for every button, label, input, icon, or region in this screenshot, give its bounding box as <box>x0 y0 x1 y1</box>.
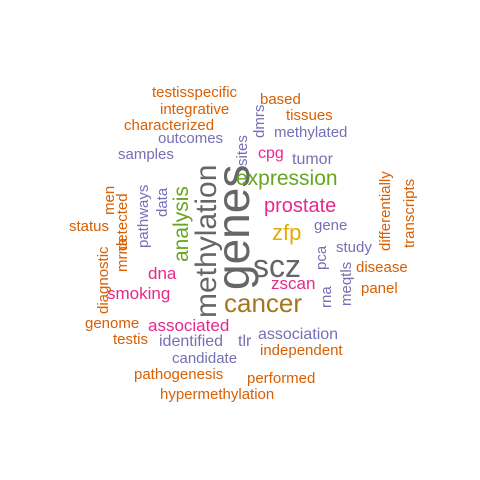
word-testis: testis <box>113 331 149 348</box>
word-cancer: cancer <box>224 288 303 318</box>
word-identified: identified <box>159 333 224 350</box>
word-independent: independent <box>260 342 343 359</box>
word-methylated: methylated <box>274 124 348 141</box>
word-integrative: integrative <box>160 101 230 118</box>
word-scz: scz <box>253 248 301 284</box>
word-outcomes: outcomes <box>158 130 224 147</box>
word-genome: genome <box>85 315 140 332</box>
word-hypermethylation: hypermethylation <box>160 386 275 403</box>
word-tumor: tumor <box>292 151 333 168</box>
word-methylation: methylation <box>190 164 223 318</box>
word-diagnostic: diagnostic <box>95 246 112 314</box>
word-pca: pca <box>313 245 330 270</box>
word-cpg: cpg <box>258 145 284 162</box>
word-dna: dna <box>148 264 177 283</box>
word-performed: performed <box>247 370 316 387</box>
word-smoking: smoking <box>107 284 171 303</box>
word-status: status <box>69 218 110 235</box>
word-dmrs: dmrs <box>251 104 268 138</box>
word-data: data <box>154 187 171 217</box>
word-differentially: differentially <box>377 171 394 251</box>
word-pathogenesis: pathogenesis <box>134 366 224 383</box>
word-disease: disease <box>356 259 408 276</box>
word-study: study <box>336 239 372 256</box>
word-characterized: characterized <box>124 117 215 134</box>
word-zscan: zscan <box>271 274 316 293</box>
word-gene: gene <box>314 217 348 234</box>
word-zfp: zfp <box>272 220 302 245</box>
word-association: association <box>258 326 339 343</box>
word-based: based <box>260 91 301 108</box>
word-samples: samples <box>118 146 174 163</box>
word-meqtls: meqtls <box>338 261 355 306</box>
word-testisspecific: testisspecific <box>152 84 238 101</box>
word-transcripts: transcripts <box>401 178 418 248</box>
word-mrna: mrna <box>114 237 131 272</box>
word-tlr: tlr <box>238 333 252 350</box>
word-rna: rna <box>318 286 335 308</box>
word-prostate: prostate <box>264 195 337 217</box>
word-sites: sites <box>234 135 251 166</box>
word-candidate: candidate <box>172 350 238 367</box>
word-expression: expression <box>236 167 338 190</box>
word-analysis: analysis <box>170 186 193 262</box>
word-tissues: tissues <box>286 107 333 124</box>
word-panel: panel <box>361 280 398 297</box>
word-pathways: pathways <box>135 184 152 248</box>
word-associated: associated <box>148 316 230 335</box>
